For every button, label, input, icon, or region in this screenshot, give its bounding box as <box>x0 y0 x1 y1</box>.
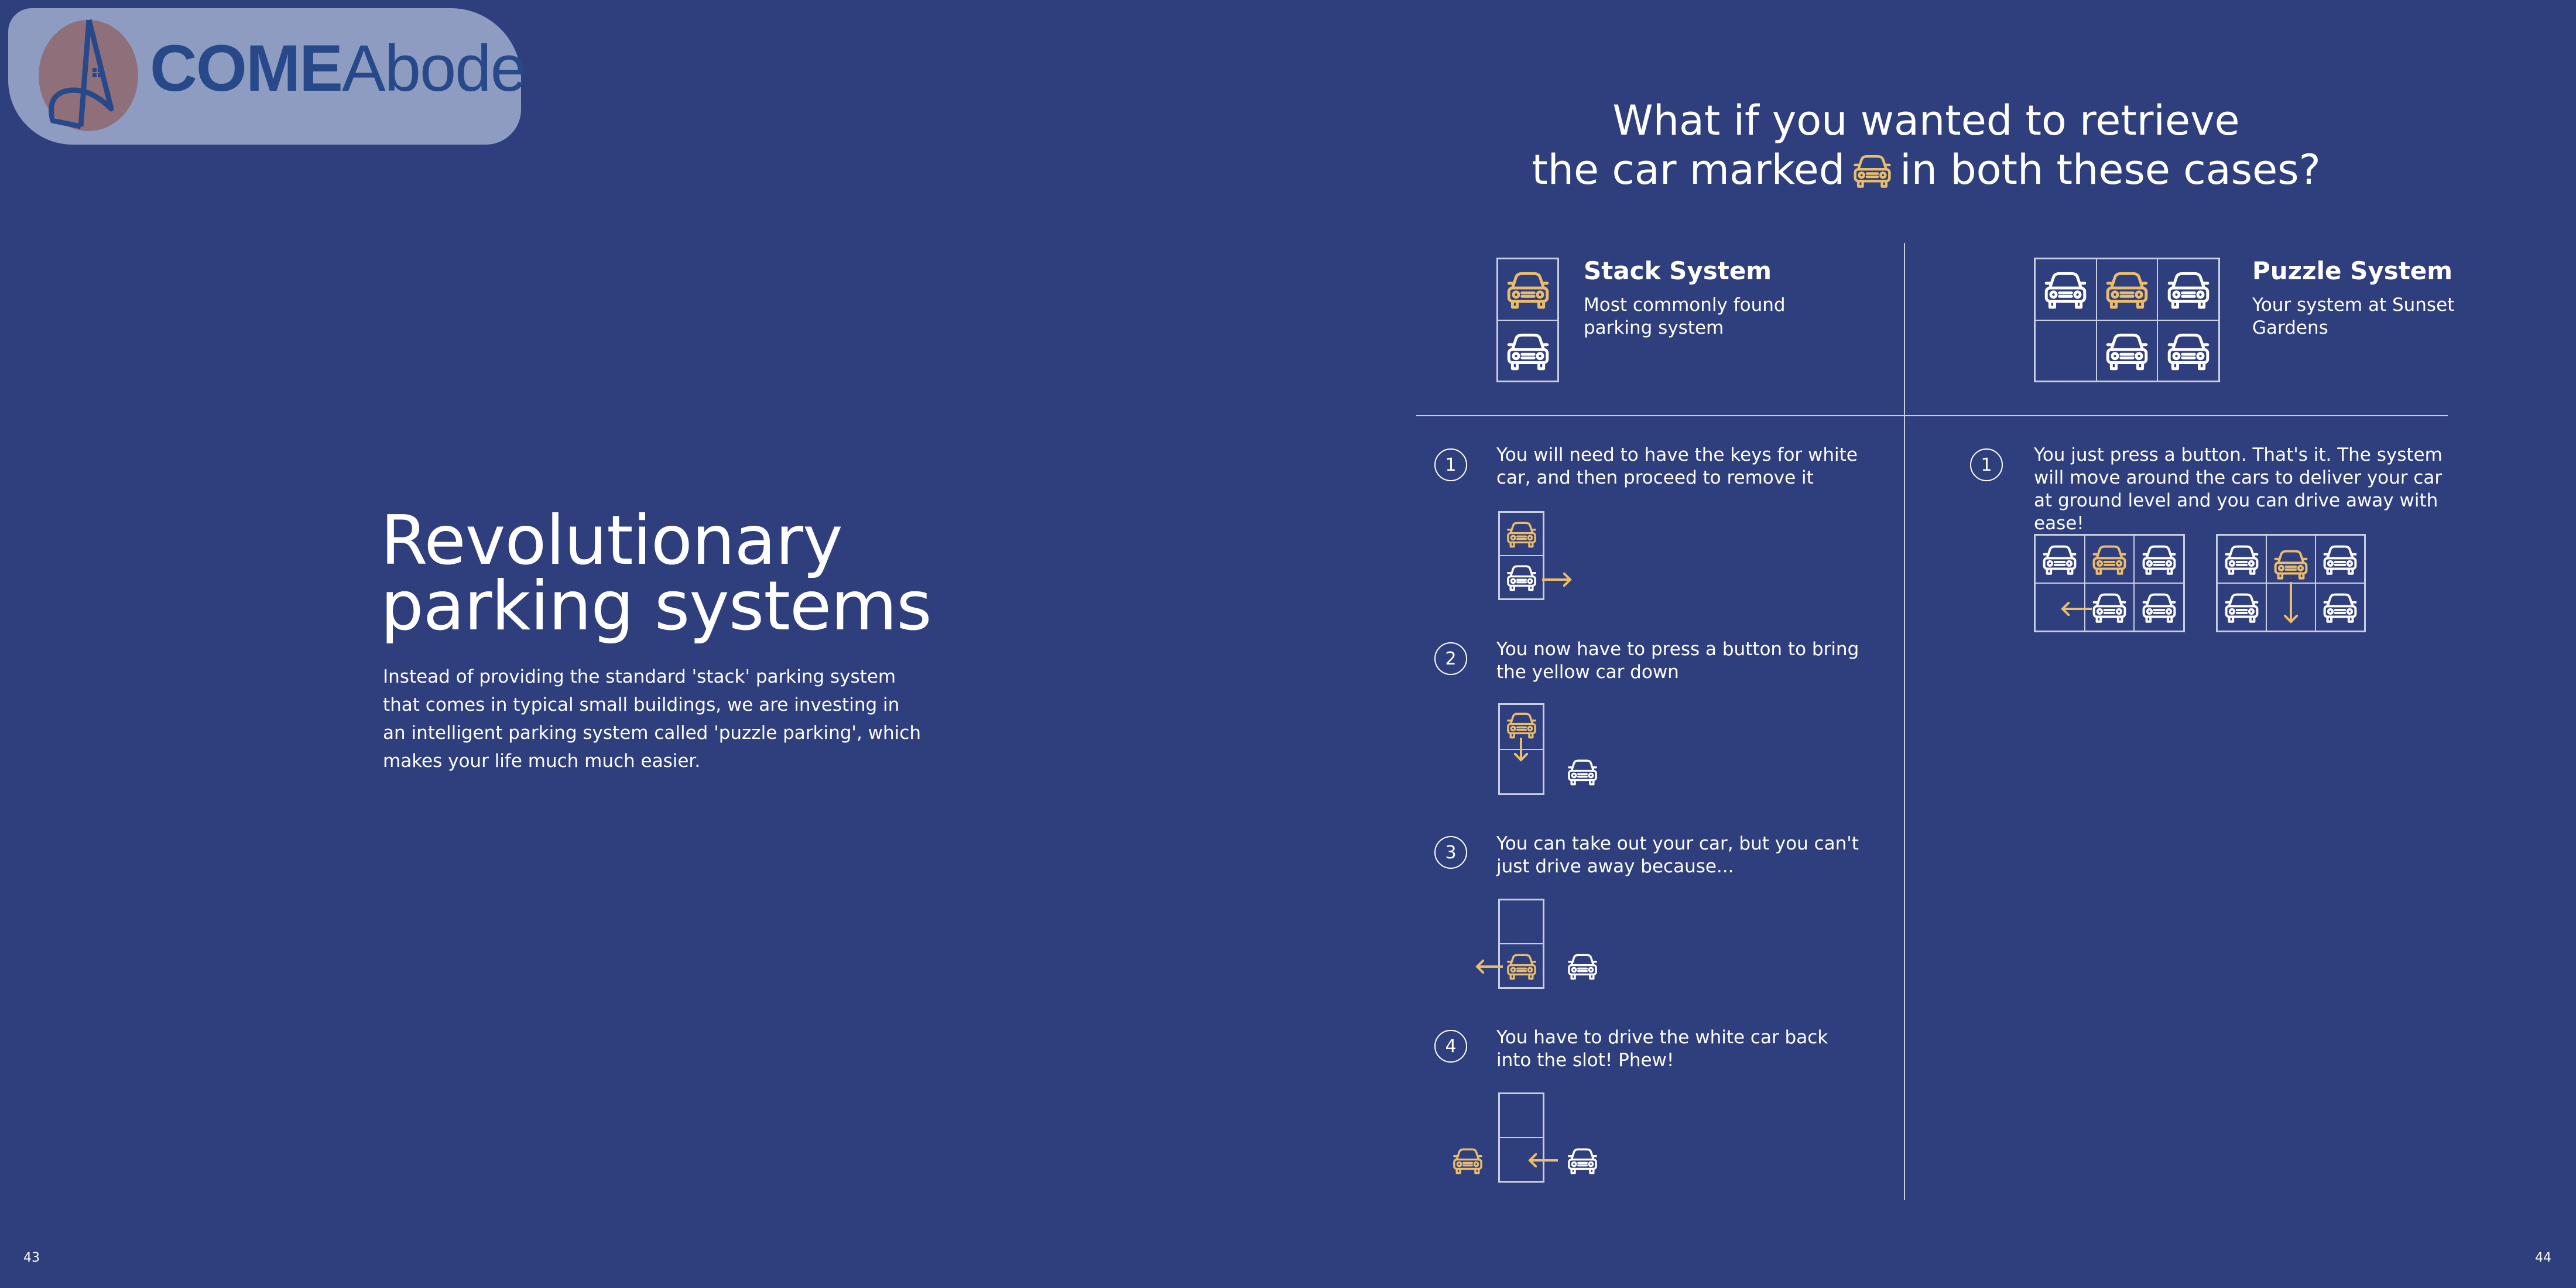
logo-mark-icon <box>49 19 114 129</box>
car-front-icon <box>2103 329 2151 372</box>
step-text: You just press a button. That's it. The … <box>2034 444 2443 534</box>
grid-cell <box>2084 583 2135 631</box>
grid-cell <box>2035 259 2097 320</box>
title-line-1: Revolutionary <box>381 501 843 580</box>
grid-cell <box>1498 320 1558 381</box>
grid-cell <box>2035 535 2085 583</box>
step-text: You now have to press a button to bring … <box>1496 639 1859 683</box>
intro-paragraph: Instead of providing the standard 'stack… <box>383 666 921 772</box>
heading-line-2: the car marked in both these cases? <box>1464 145 2389 194</box>
horizontal-divider <box>1416 415 2448 416</box>
arrow-down-icon <box>1512 738 1530 766</box>
car-front-icon <box>2090 542 2129 577</box>
car-front-icon <box>2041 268 2089 311</box>
grid-cell <box>1499 900 1543 944</box>
grid-cell <box>2217 583 2266 631</box>
car-front-icon <box>1505 519 1539 549</box>
puzzle-grid <box>2034 258 2220 382</box>
puzzle-subtitle: Your system at Sunset Gardens <box>2252 294 2455 338</box>
car-front-icon <box>2090 590 2129 625</box>
step-number-badge: 3 <box>1434 836 1467 869</box>
grid-cell <box>1499 1094 1543 1138</box>
car-front-icon <box>1505 951 1539 981</box>
step-number-badge: 1 <box>1434 448 1467 481</box>
title-line-2: parking systems <box>381 567 932 646</box>
grid-cell <box>2134 535 2184 583</box>
vertical-divider <box>1904 243 1905 1200</box>
car-front-icon <box>2321 542 2359 577</box>
section-heading: What if you wanted to retrieve the car m… <box>1464 96 2389 194</box>
arrow-left-icon <box>1472 958 1503 975</box>
grid-cell <box>2084 535 2135 583</box>
step-diagram <box>1498 511 1544 600</box>
grid-cell <box>1499 556 1543 599</box>
heading-text: in both these cases? <box>1900 146 2321 194</box>
car-front-icon <box>2103 268 2151 311</box>
grid-cell <box>1498 259 1558 320</box>
car-front-icon <box>2040 542 2079 577</box>
grid-cell <box>2096 320 2158 381</box>
page-title: Revolutionary parking systems <box>381 501 932 646</box>
puzzle-title: Puzzle System <box>2252 256 2453 285</box>
step-diagram <box>1498 899 1544 989</box>
step-number-badge: 2 <box>1434 642 1467 675</box>
stack-subtitle: Most commonly found parking system <box>1584 294 1786 338</box>
heading-text: the car marked <box>1532 146 1845 194</box>
grid-cell <box>2134 583 2184 631</box>
arrow-right-icon <box>1542 571 1575 588</box>
heading-line-1: What if you wanted to retrieve <box>1612 97 2240 145</box>
car-front-icon <box>1504 329 1552 372</box>
car-front-icon <box>1504 268 1552 311</box>
step-text: You have to drive the white car back int… <box>1496 1027 1828 1071</box>
grid-cell <box>1499 944 1543 988</box>
car-front-icon <box>2140 590 2178 625</box>
step-number-badge: 4 <box>1434 1030 1467 1063</box>
car-front-icon <box>1566 1145 1599 1176</box>
car-front-icon <box>2140 542 2178 577</box>
arrow-left-icon <box>1525 1152 1558 1169</box>
grid-cell <box>2315 535 2365 583</box>
car-front-icon <box>2222 590 2261 625</box>
grid-cell <box>1499 512 1543 556</box>
car-front-icon <box>1451 1145 1485 1176</box>
page-number-right: 44 <box>2535 1251 2551 1265</box>
grid-cell-empty <box>2035 583 2085 631</box>
logo-wordmark: COMEAbode <box>150 32 527 105</box>
step-text: You can take out your car, but you can't… <box>1496 833 1859 877</box>
car-front-icon <box>2222 542 2261 577</box>
stack-grid <box>1496 258 1559 382</box>
car-front-icon <box>2164 268 2212 311</box>
step-number-badge: 1 <box>1970 448 2003 481</box>
grid-cell <box>2157 259 2219 320</box>
car-front-icon <box>2164 329 2212 372</box>
puzzle-step-diagram-b <box>2216 534 2366 632</box>
car-front-icon <box>1566 951 1599 981</box>
car-front-icon <box>1849 151 1895 190</box>
grid-cell <box>2096 259 2158 320</box>
car-front-icon <box>1505 562 1539 592</box>
car-front-icon <box>2321 590 2359 625</box>
grid-cell <box>2217 535 2266 583</box>
car-front-icon <box>2272 546 2310 581</box>
puzzle-step-diagram-a <box>2034 534 2185 632</box>
page-number-left: 43 <box>23 1251 40 1265</box>
car-front-icon <box>1566 756 1599 787</box>
arrow-left-icon <box>2058 600 2092 618</box>
grid-cell <box>2266 535 2315 583</box>
step-text: You will need to have the keys for white… <box>1496 444 1858 488</box>
car-front-icon <box>1505 710 1539 740</box>
grid-cell <box>2315 583 2365 631</box>
arrow-down-icon <box>2282 582 2300 628</box>
grid-cell <box>2157 320 2219 381</box>
stack-title: Stack System <box>1584 256 1772 285</box>
grid-cell-empty <box>2035 320 2097 381</box>
